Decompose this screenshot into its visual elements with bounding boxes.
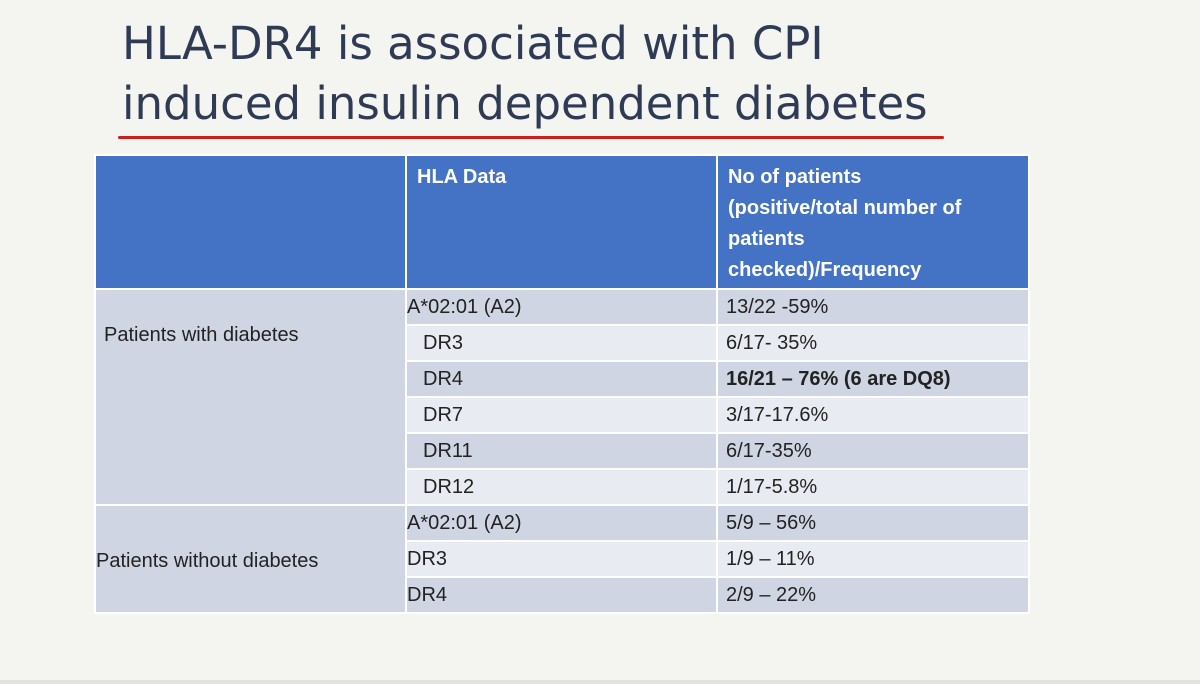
table-row: Patients without diabetes A*02:01 (A2) 5… [94, 504, 1030, 614]
value-cell-highlight: 16/21 – 76% (6 are DQ8) [716, 360, 1030, 398]
group-label-without-diabetes: Patients without diabetes [96, 550, 319, 572]
header-col3-line-1: No of patients [728, 166, 862, 188]
title-line-2: induced insulin dependent diabetes [122, 77, 928, 130]
value-cell: 1/17-5.8% [716, 468, 1030, 506]
title-line-1: HLA-DR4 is associated with CPI [122, 17, 824, 70]
hla-cell: DR11 [405, 432, 718, 470]
value-cell: 1/9 – 11% [716, 540, 1030, 578]
table-header-row: HLA Data No of patients (positive/total … [94, 154, 1030, 290]
header-hla-data: HLA Data [405, 154, 718, 290]
header-col3-line-4: checked)/Frequency [728, 259, 922, 281]
hla-table-container: HLA Data No of patients (positive/total … [94, 154, 1030, 614]
hla-cell: A*02:01 (A2) [405, 288, 718, 326]
value-cell: 6/17- 35% [716, 324, 1030, 362]
group-cell-without-diabetes: Patients without diabetes [94, 504, 407, 614]
hla-cell: DR3 [405, 540, 718, 578]
hla-cell: DR3 [405, 324, 718, 362]
table-row: DR3 1/9 – 11% [95, 540, 1030, 578]
value-cell: 5/9 – 56% [716, 504, 1030, 542]
group-label-with-diabetes: Patients with diabetes [104, 324, 299, 346]
value-cell: 13/22 -59% [716, 288, 1030, 326]
table-row: DR12 1/17-5.8% [95, 468, 1030, 506]
value-cell: 2/9 – 22% [716, 576, 1030, 614]
table-row: DR4 16/21 – 76% (6 are DQ8) [95, 360, 1030, 398]
header-col3-line-3: patients [728, 228, 805, 250]
hla-table: HLA Data No of patients (positive/total … [94, 154, 1030, 614]
hla-cell: DR7 [405, 396, 718, 434]
table-row: DR7 3/17-17.6% [95, 396, 1030, 434]
bottom-edge [0, 680, 1200, 684]
title-underline [118, 136, 944, 139]
header-empty [94, 154, 407, 290]
group-cell-with-diabetes: Patients with diabetes [94, 288, 407, 506]
table-row: DR3 6/17- 35% [95, 324, 1030, 362]
header-col3-line-2: (positive/total number of [728, 197, 962, 219]
table-row: Patients with diabetes A*02:01 (A2) 13/2… [94, 288, 1030, 506]
table-row: DR4 2/9 – 22% [95, 576, 1030, 614]
hla-cell: DR12 [405, 468, 718, 506]
hla-cell: A*02:01 (A2) [405, 504, 718, 542]
slide-title: HLA-DR4 is associated with CPI induced i… [122, 14, 1122, 134]
hla-cell: DR4 [405, 576, 718, 614]
value-cell: 6/17-35% [716, 432, 1030, 470]
hla-cell: DR4 [405, 360, 718, 398]
header-no-of-patients: No of patients (positive/total number of… [716, 154, 1030, 290]
value-cell: 3/17-17.6% [716, 396, 1030, 434]
table-row: DR11 6/17-35% [95, 432, 1030, 470]
